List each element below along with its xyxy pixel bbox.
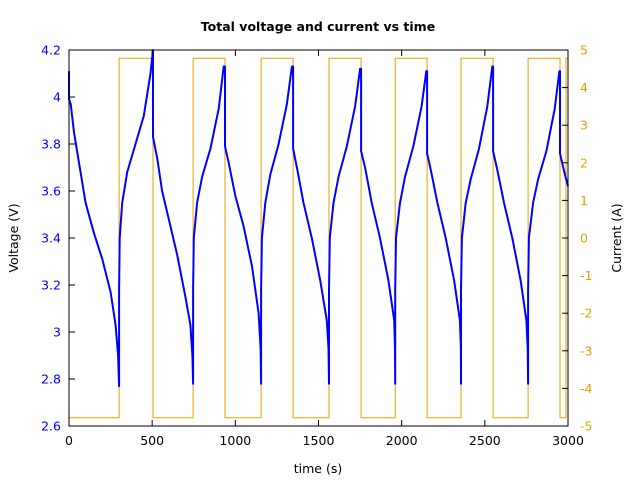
y-tick-label: 3 [53,325,61,340]
y2-axis-label: Current (A) [609,203,624,272]
x-tick-label: 1000 [219,433,251,448]
voltage-series [68,49,569,388]
y2-tick-label: -3 [580,343,592,358]
x-axis: 0 500 1000 1500 2000 2500 3000 [65,50,584,448]
y-tick-label: 2.8 [41,372,61,387]
y2-tick-label: 1 [580,193,588,208]
y-tick-label: 3.4 [41,231,61,246]
y-axis-right: -5 -4 -3 -2 -1 0 1 2 3 4 5 [562,43,593,434]
y-tick-label: 2.6 [41,419,61,434]
y-tick-label: 3.2 [41,278,61,293]
y2-tick-label: -5 [580,419,592,434]
chart-title: Total voltage and current vs time [201,19,435,34]
x-tick-label: 0 [65,433,73,448]
y2-tick-label: 2 [580,155,588,170]
y2-tick-label: -4 [580,381,593,396]
y2-tick-label: 3 [580,118,588,133]
y2-tick-label: -2 [580,306,592,321]
x-tick-label: 500 [140,433,164,448]
y2-tick-label: 0 [580,231,588,246]
x-axis-label: time (s) [294,461,342,476]
y-tick-label: 3.6 [41,184,61,199]
x-tick-label: 2500 [469,433,501,448]
x-tick-label: 2000 [386,433,418,448]
y-axis-label: Voltage (V) [6,203,21,272]
y-tick-label: 4 [53,90,61,105]
y2-tick-label: 5 [580,43,588,58]
y2-tick-label: 4 [580,80,588,95]
y-tick-label: 3.8 [41,137,61,152]
y-tick-label: 4.2 [41,43,61,58]
y-axis-left: 2.6 2.8 3 3.2 3.4 3.6 3.8 4 4.2 [41,43,75,434]
y2-tick-label: -1 [580,268,592,283]
x-tick-label: 1500 [303,433,335,448]
x-tick-label: 3000 [552,433,584,448]
voltage-line [68,49,569,388]
